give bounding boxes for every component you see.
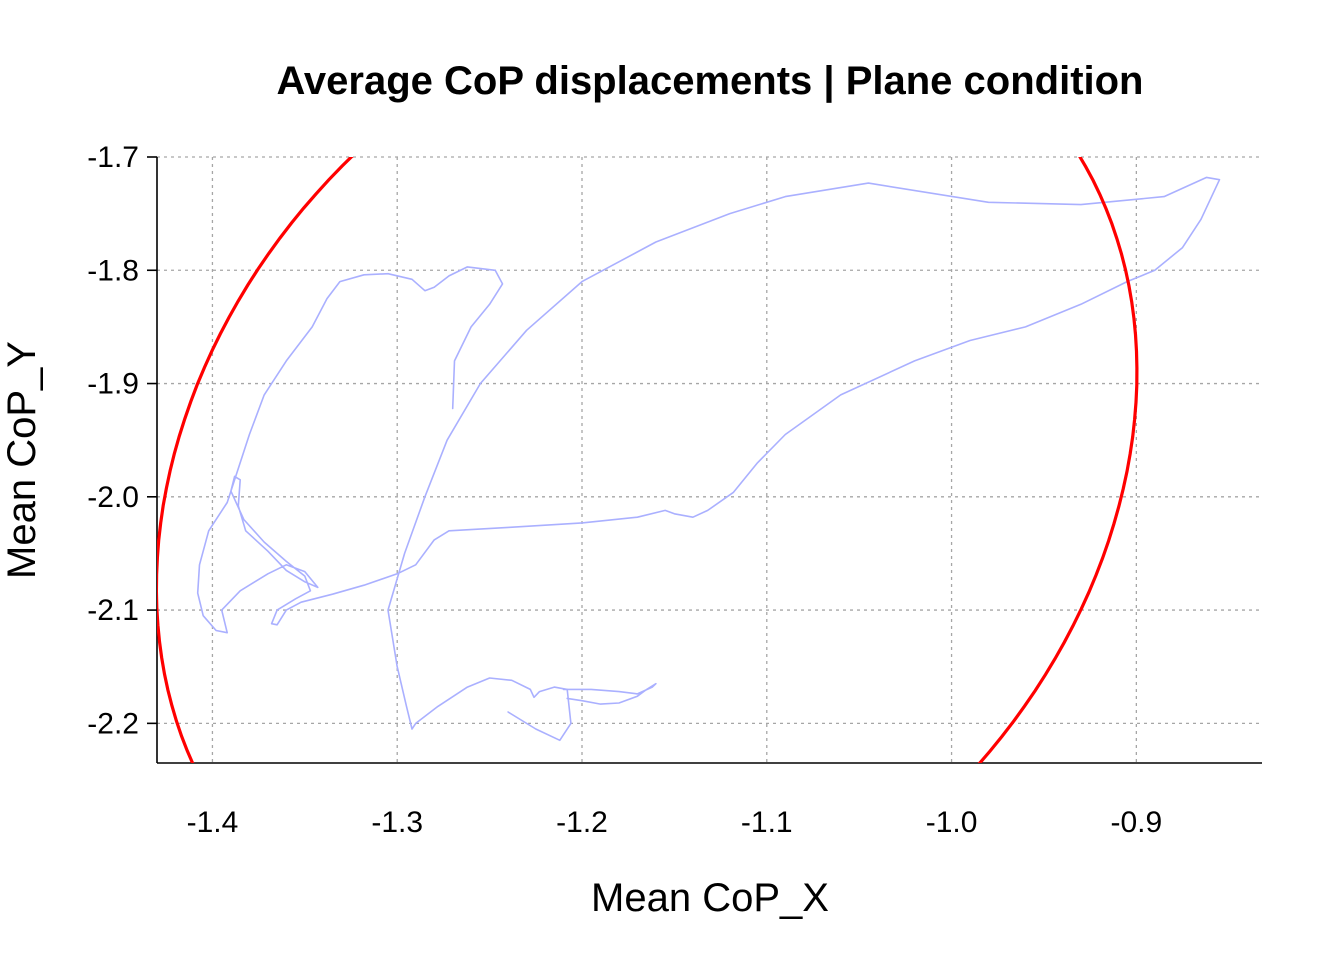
x-tick-label: -1.2 [556, 806, 608, 839]
grid [157, 156, 1262, 763]
x-tick-label: -1.0 [926, 806, 978, 839]
x-tick-label: -1.1 [741, 806, 793, 839]
x-tick-label: -1.4 [187, 806, 239, 839]
y-axis-label: Mean CoP_Y [0, 341, 44, 579]
x-tick-label: -0.9 [1110, 806, 1162, 839]
confidence-ellipse [157, 157, 1139, 763]
x-axis-label: Mean CoP_X [591, 876, 829, 920]
axes: -1.7 -1.8 -1.9 -2.0 -2.1 -2.2 -1.4 -1.3 -1.2 -1.1… [87, 141, 1262, 839]
chart-title: Average CoP displacements | Plane condit… [277, 59, 1144, 103]
y-tick-label: -2.0 [87, 481, 139, 514]
plot-area [157, 157, 1221, 763]
y-tick-label: -2.2 [87, 707, 139, 740]
y-tick-label: -1.7 [87, 141, 139, 174]
y-tick-label: -1.8 [87, 254, 139, 287]
cop-trajectory [196, 176, 1221, 742]
x-tick-label: -1.3 [371, 806, 423, 839]
y-tick-label: -2.1 [87, 594, 139, 627]
y-tick-label: -1.9 [87, 368, 139, 401]
cop-trajectory [562, 682, 657, 705]
